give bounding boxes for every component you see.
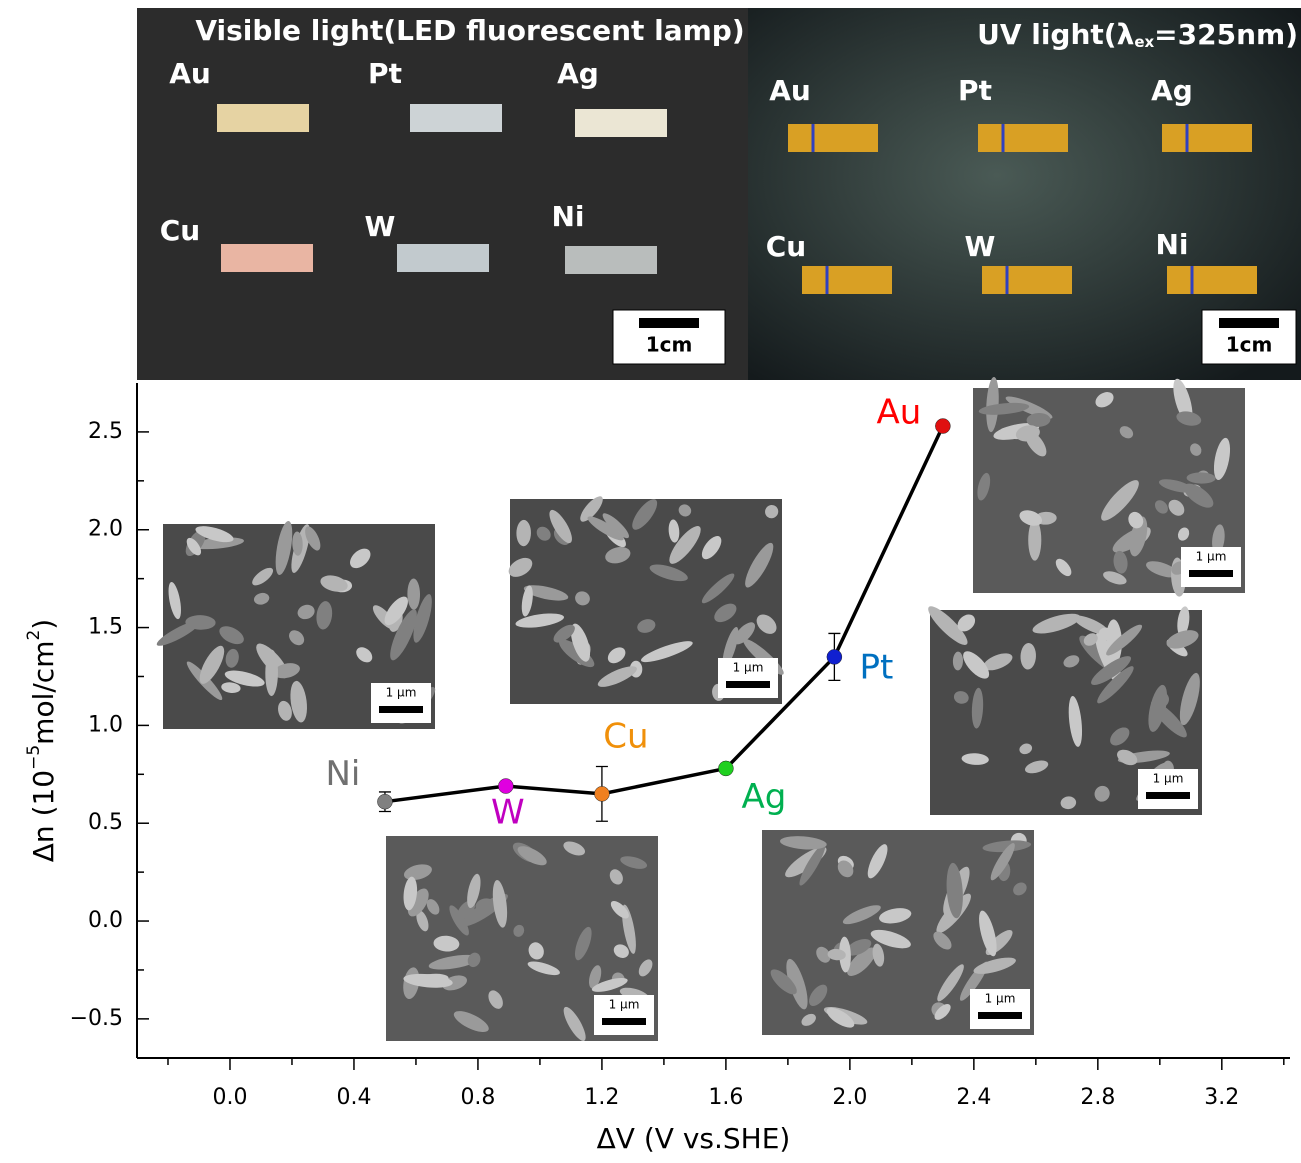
sample-strip	[1162, 124, 1252, 152]
point-label: Ag	[741, 777, 786, 817]
x-tick-label: 0.0	[212, 1085, 247, 1110]
y-label-part: −5	[24, 745, 44, 770]
sample-strip	[802, 266, 892, 294]
scale-bar	[1146, 792, 1190, 799]
figure: Visible light(LED fluorescent lamp) UV l…	[0, 0, 1301, 1163]
y-axis-label: Δn (10−5mol/cm2)	[24, 619, 60, 862]
scale-label: 1 μm	[386, 686, 417, 700]
scale-bar	[379, 706, 423, 713]
sample-label: Au	[169, 57, 211, 90]
y-label-part: )	[27, 619, 60, 630]
scale-bar	[602, 1018, 646, 1025]
scale-label: 1 μm	[733, 661, 764, 675]
x-tick-label: 2.4	[956, 1085, 991, 1110]
y-tick-label: 2.5	[88, 419, 123, 444]
y-tick-label: 1.5	[88, 615, 123, 640]
scale-label: 1 μm	[1153, 772, 1184, 786]
y-label-part: Δn (10	[27, 770, 60, 862]
sample-strip	[565, 246, 657, 274]
y-tick-label: 2.0	[88, 517, 123, 542]
scale-label: 1cm	[1226, 333, 1273, 357]
x-axis-label: ΔV (V vs.SHE)	[597, 1122, 791, 1155]
sample-label: Pt	[958, 74, 992, 107]
point-label: Au	[876, 393, 921, 433]
sample-label: Au	[769, 74, 811, 107]
y-tick-label: −0.5	[70, 1006, 123, 1031]
scale-bar	[726, 681, 770, 688]
scale-label: 1 μm	[985, 992, 1016, 1006]
sem-inset: 1 μm	[973, 377, 1245, 597]
scale-bar	[978, 1012, 1022, 1019]
title-sub: ex	[1134, 33, 1154, 51]
sample-label: Ag	[557, 57, 599, 90]
sample-label: Pt	[368, 57, 402, 90]
point-label: Ni	[326, 754, 361, 794]
y-label-part: mol/cm	[27, 641, 60, 745]
sample-strip	[221, 244, 313, 272]
data-point	[498, 779, 513, 794]
y-tick-label: 1.0	[88, 712, 123, 737]
x-tick-label: 2.0	[832, 1085, 867, 1110]
sample-label: W	[365, 210, 396, 243]
sample-strip	[788, 124, 878, 152]
data-point	[827, 649, 842, 664]
title-part: UV light(λ	[977, 18, 1134, 51]
x-tick-label: 0.4	[336, 1085, 371, 1110]
scale-label: 1 μm	[1196, 550, 1227, 564]
title-part: =325nm)	[1154, 18, 1298, 51]
sem-inset: 1 μm	[762, 830, 1034, 1035]
sample-strip	[982, 266, 1072, 294]
point-label: W	[491, 793, 525, 833]
data-point	[594, 786, 609, 801]
sem-inset: 1 μm	[924, 602, 1204, 815]
point-label: Pt	[859, 647, 893, 687]
point-label: Cu	[603, 716, 648, 756]
y-tick-label: 0.0	[88, 908, 123, 933]
sample-label: Cu	[160, 214, 200, 247]
data-point	[377, 794, 392, 809]
sample-label: Ag	[1151, 74, 1193, 107]
sample-strip	[410, 104, 502, 132]
scale-bar	[1189, 570, 1233, 577]
sem-inset: 1 μm	[505, 493, 787, 704]
x-tick-label: 3.2	[1204, 1085, 1239, 1110]
sample-strip	[575, 109, 667, 137]
data-point	[718, 761, 733, 776]
data-point	[935, 419, 950, 434]
sample-label: Ni	[551, 200, 584, 233]
scale-label: 1cm	[646, 333, 693, 357]
photo-title: Visible light(LED fluorescent lamp)	[195, 14, 744, 47]
x-tick-label: 0.8	[460, 1085, 495, 1110]
sem-inset: 1 μm	[386, 836, 658, 1044]
x-tick-label: 2.8	[1080, 1085, 1115, 1110]
sample-label: Ni	[1155, 228, 1188, 261]
scale-bar	[639, 318, 699, 328]
sample-strip	[978, 124, 1068, 152]
sample-strip	[217, 104, 309, 132]
sample-strip	[1167, 266, 1257, 294]
sample-label: W	[965, 230, 996, 263]
sample-strip	[397, 244, 489, 272]
sample-label: Cu	[766, 230, 806, 263]
x-tick-label: 1.6	[708, 1085, 743, 1110]
y-label-part: 2	[24, 630, 44, 641]
scale-label: 1 μm	[609, 998, 640, 1012]
scale-bar	[1219, 318, 1279, 328]
sem-inset: 1 μm	[154, 520, 439, 729]
x-tick-label: 1.2	[584, 1085, 619, 1110]
y-tick-label: 0.5	[88, 810, 123, 835]
